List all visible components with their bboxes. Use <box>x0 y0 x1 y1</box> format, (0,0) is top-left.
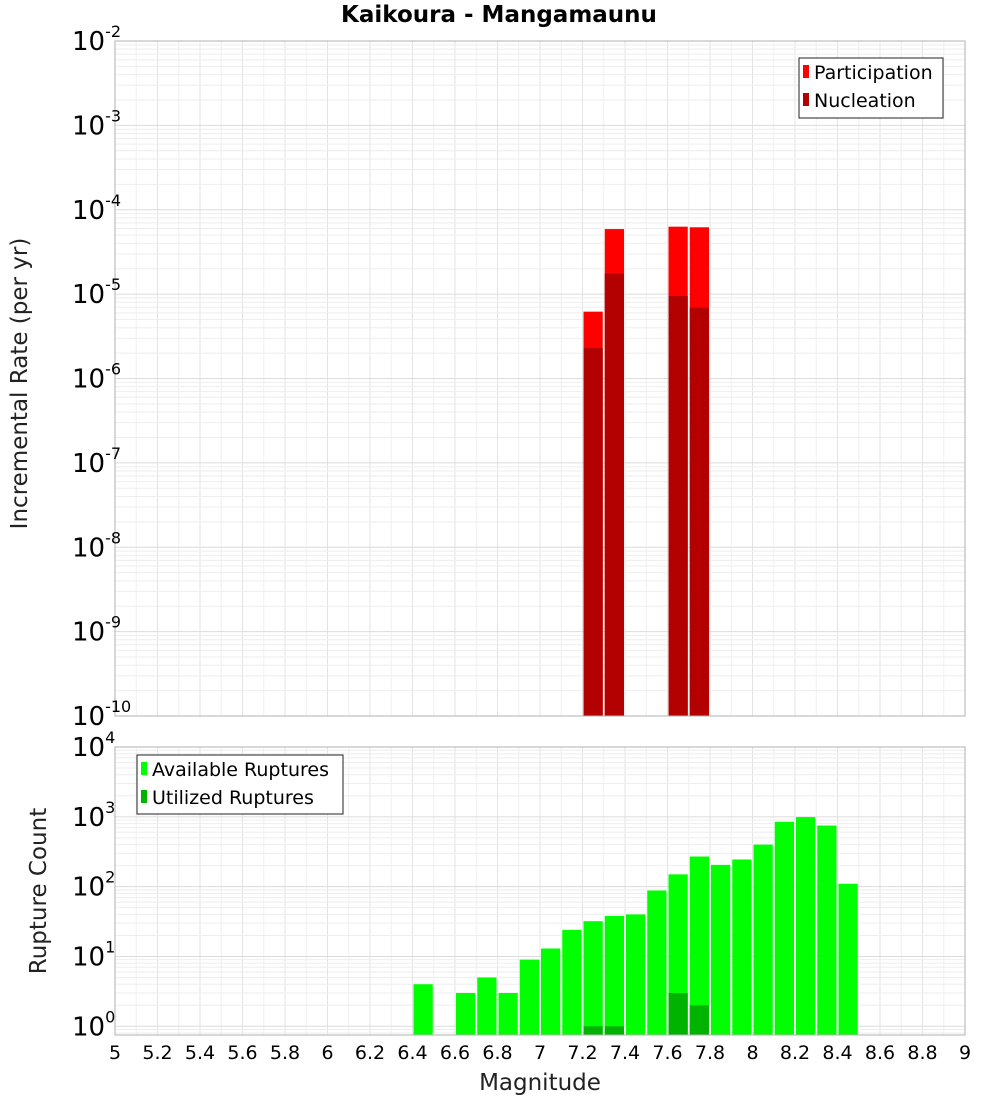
rate-legend-label: Participation <box>814 62 933 84</box>
rate-y-tick-label: 10-5 <box>72 275 121 310</box>
count-bar-available-ruptures <box>647 890 667 1035</box>
count-y-tick-label: 104 <box>72 728 115 763</box>
count-bar-available-ruptures <box>477 977 497 1035</box>
count-legend-label: Available Ruptures <box>152 759 329 781</box>
count-plot-legend: Available Ruptures Utilized Ruptures <box>136 754 344 815</box>
rate-y-tick-label: 10-10 <box>72 697 131 732</box>
count-bar-available-ruptures <box>519 959 539 1035</box>
rate-plot: 10-10 10-9 10-8 10-7 10-6 10-5 10-4 10-3 10-2 In… <box>7 22 966 732</box>
count-bar-available-ruptures <box>753 844 773 1035</box>
count-bar-utilized-ruptures <box>583 1026 603 1035</box>
x-tick-label: 8.4 <box>822 1042 852 1064</box>
rate-bar-nucleation <box>689 307 709 716</box>
x-tick-label: 7.4 <box>610 1042 640 1064</box>
count-bar-available-ruptures <box>583 921 603 1035</box>
count-legend-swatch <box>141 762 147 775</box>
count-bar-utilized-ruptures <box>689 1005 709 1035</box>
rate-y-tick-label: 10-8 <box>72 528 121 563</box>
x-tick-label: 5.4 <box>185 1042 215 1064</box>
x-tick-label: 6 <box>321 1042 333 1064</box>
count-bar-available-ruptures <box>774 821 794 1035</box>
count-y-tick-label: 101 <box>72 937 115 972</box>
rate-bar-nucleation <box>583 347 603 716</box>
rate-plot-frame <box>114 40 966 717</box>
x-tick-label: 6.8 <box>482 1042 512 1064</box>
rate-plot-bars <box>583 226 709 717</box>
count-plot-y-axis-label: Rupture Count <box>26 808 52 974</box>
count-plot: 100 101 102 103 104 5 5.2 5.4 5.6 5.8 6 6.2 6.4 6.6 6… <box>26 728 971 1096</box>
count-bar-available-ruptures <box>626 914 646 1035</box>
x-tick-label: 5.2 <box>142 1042 172 1064</box>
rate-y-tick-label: 10-6 <box>72 360 121 395</box>
x-axis-tick-labels: 5 5.2 5.4 5.6 5.8 6 6.2 6.4 6.6 6.8 7 7.2 7.4 7.6 7.8 8… <box>109 1042 971 1064</box>
rate-y-tick-label: 10-4 <box>72 191 121 226</box>
rate-plot-y-tick-labels: 10-10 10-9 10-8 10-7 10-6 10-5 10-4 10-3 10-2 <box>72 22 131 732</box>
count-y-tick-label: 100 <box>72 1007 115 1042</box>
count-legend-swatch <box>141 790 147 803</box>
rate-y-tick-label: 10-2 <box>72 22 121 57</box>
count-bar-available-ruptures <box>732 859 752 1035</box>
rate-legend-swatch <box>803 93 809 106</box>
count-legend-box <box>136 754 344 815</box>
rate-legend-box <box>798 57 944 119</box>
count-bar-available-ruptures <box>413 984 433 1035</box>
x-tick-label: 7.6 <box>652 1042 682 1064</box>
x-axis-label: Magnitude <box>479 1070 601 1096</box>
count-plot-y-tick-labels: 100 101 102 103 104 <box>72 728 115 1042</box>
count-bar-available-ruptures <box>711 864 731 1035</box>
x-tick-label: 9 <box>959 1042 971 1064</box>
x-tick-label: 8 <box>746 1042 758 1064</box>
rate-plot-gridlines <box>114 40 966 717</box>
count-y-tick-label: 103 <box>72 798 115 833</box>
rate-bar-nucleation <box>668 296 688 716</box>
count-plot-frame <box>114 746 966 1036</box>
count-y-tick-label: 102 <box>72 868 115 903</box>
count-bar-utilized-ruptures <box>668 992 688 1035</box>
rate-legend-label: Nucleation <box>814 90 916 112</box>
rate-y-tick-label: 10-7 <box>72 444 121 479</box>
x-tick-label: 7.2 <box>567 1042 597 1064</box>
x-tick-label: 7.8 <box>695 1042 725 1064</box>
count-bar-available-ruptures <box>689 856 709 1035</box>
x-tick-label: 5.6 <box>227 1042 257 1064</box>
count-bar-utilized-ruptures <box>604 1026 624 1035</box>
rate-plot-legend: Participation Nucleation <box>798 57 944 119</box>
rate-legend-swatch <box>803 65 809 78</box>
chart-title: Kaikoura - Mangamaunu <box>341 2 657 28</box>
count-bar-available-ruptures <box>541 948 561 1035</box>
count-bar-available-ruptures <box>604 915 624 1035</box>
x-tick-label: 6.2 <box>355 1042 385 1064</box>
x-tick-label: 5 <box>109 1042 121 1064</box>
x-tick-label: 6.6 <box>440 1042 470 1064</box>
count-bar-available-ruptures <box>562 929 582 1035</box>
rate-bar-nucleation <box>604 273 624 716</box>
x-tick-label: 5.8 <box>270 1042 300 1064</box>
rate-y-tick-label: 10-3 <box>72 106 121 141</box>
count-bar-available-ruptures <box>498 992 518 1035</box>
count-bar-available-ruptures <box>456 992 476 1035</box>
x-tick-label: 8.6 <box>865 1042 895 1064</box>
x-tick-label: 8.8 <box>907 1042 937 1064</box>
x-tick-label: 6.4 <box>397 1042 427 1064</box>
count-bar-available-ruptures <box>817 825 837 1035</box>
count-plot-bars <box>413 817 858 1035</box>
x-tick-label: 8.2 <box>780 1042 810 1064</box>
rate-plot-y-axis-label: Incremental Rate (per yr) <box>7 238 33 530</box>
count-bar-available-ruptures <box>796 817 816 1035</box>
count-bar-available-ruptures <box>838 883 858 1035</box>
count-legend-label: Utilized Ruptures <box>152 787 314 809</box>
rate-y-tick-label: 10-9 <box>72 613 121 648</box>
x-tick-label: 7 <box>534 1042 546 1064</box>
